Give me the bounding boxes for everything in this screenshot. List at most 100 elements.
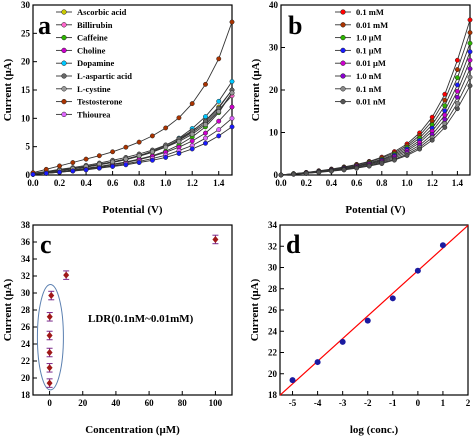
- panel-letter: c: [40, 230, 52, 259]
- legend-label: 0.01 nM: [356, 97, 386, 107]
- data-point: [216, 127, 222, 133]
- data-point: [467, 30, 473, 36]
- x-tick-label: 0.6: [351, 178, 363, 188]
- series-line: [32, 92, 233, 175]
- legend-marker: [61, 73, 67, 79]
- data-point: [123, 156, 129, 162]
- y-tick-label: 38: [21, 220, 31, 230]
- data-point: [212, 235, 219, 243]
- data-point: [57, 163, 62, 169]
- data-point: [163, 154, 169, 160]
- data-point: [229, 124, 235, 130]
- data-point: [110, 149, 116, 155]
- data-point: [46, 364, 53, 372]
- data-point: [229, 115, 235, 121]
- x-tick-label: 1.2: [427, 178, 439, 188]
- legend-label: 0.01 mM: [356, 20, 388, 30]
- data-point: [203, 140, 208, 146]
- y-tick-label: 18: [21, 390, 31, 400]
- data-point: [454, 67, 460, 73]
- data-point: [216, 56, 222, 62]
- panel-letter: b: [288, 11, 302, 40]
- legend-marker: [340, 60, 346, 66]
- y-tick-label: 10: [269, 128, 279, 138]
- series-line: [32, 89, 233, 174]
- data-point: [354, 165, 360, 171]
- legend-label: 0.1 mM: [356, 7, 384, 17]
- legend-label: 1.0 μM: [356, 33, 382, 43]
- data-point: [364, 317, 371, 324]
- y-tick-label: 15: [21, 85, 31, 95]
- x-tick-label: -1: [389, 398, 397, 408]
- data-point: [189, 101, 195, 107]
- x-tick-label: 1.4: [213, 178, 225, 188]
- legend-marker: [340, 22, 346, 28]
- legend-marker: [340, 47, 346, 54]
- x-tick-label: 1.0: [401, 178, 413, 188]
- x-tick-label: 0.4: [80, 178, 92, 188]
- y-tick-label: 30: [21, 0, 31, 10]
- data-point: [203, 122, 208, 128]
- data-point: [83, 156, 89, 162]
- data-point: [123, 162, 129, 168]
- y-tick-label: 40: [269, 0, 279, 10]
- y-tick-label: 32: [21, 271, 31, 281]
- y-tick-label: 24: [268, 326, 278, 336]
- y-tick-label: 5: [26, 142, 31, 152]
- x-tick-label: 0.6: [107, 178, 119, 188]
- data-point: [176, 139, 182, 145]
- data-point: [43, 170, 49, 176]
- series-line: [32, 21, 233, 174]
- data-point: [176, 115, 182, 121]
- x-tick-label: 20: [78, 398, 88, 408]
- data-point: [136, 160, 142, 165]
- ldr-annotation: LDR(0.1nM~0.01mM): [88, 313, 194, 325]
- y-tick-label: 32: [268, 241, 278, 251]
- data-point: [57, 169, 62, 175]
- data-point: [189, 146, 195, 152]
- data-point: [404, 153, 410, 158]
- x-tick-label: 1.4: [452, 178, 464, 188]
- legend-label: 1.0 nM: [356, 71, 382, 81]
- data-point: [46, 313, 53, 321]
- x-tick-label: -4: [314, 398, 322, 408]
- data-point: [110, 164, 116, 169]
- data-point: [291, 171, 297, 177]
- y-axis-label: Current (μA): [249, 278, 261, 341]
- data-point: [328, 168, 334, 174]
- data-point: [389, 295, 396, 302]
- series-line: [32, 92, 233, 175]
- data-point: [203, 130, 208, 136]
- data-point: [229, 90, 235, 96]
- legend-marker: [340, 34, 346, 41]
- data-point: [467, 83, 473, 89]
- y-tick-label: 22: [21, 356, 31, 366]
- data-point: [391, 157, 397, 163]
- data-point: [314, 359, 321, 366]
- panel-c-chart: 0 20 40 60 80 100 18 20 22 24 26 28 30 32 34 36 38 Concen…: [2, 220, 233, 436]
- data-point: [63, 271, 70, 279]
- data-point: [316, 170, 322, 175]
- plot-frame: [32, 224, 233, 396]
- data-point: [229, 79, 235, 84]
- legend-label: L-aspartic acid: [77, 71, 132, 81]
- data-point: [83, 167, 89, 173]
- x-tick-label: 0.2: [54, 178, 66, 188]
- y-tick-label: 34: [268, 220, 278, 230]
- plot-frame: [280, 4, 471, 176]
- y-tick-label: 10: [21, 113, 31, 123]
- y-tick-label: 20: [21, 373, 31, 383]
- data-point: [70, 160, 76, 165]
- y-tick-label: 20: [269, 85, 279, 95]
- legend-label: Choline: [77, 45, 106, 55]
- legend-label: 0.01 μM: [356, 58, 386, 68]
- x-tick-label: 40: [111, 398, 121, 408]
- data-point: [149, 149, 155, 155]
- data-point: [96, 153, 102, 159]
- data-point: [467, 49, 473, 55]
- y-tick-label: 0: [26, 170, 31, 180]
- y-tick-label: 30: [268, 263, 278, 273]
- legend-label: Testosterone: [77, 97, 123, 107]
- x-axis-label: Concentration (μM): [85, 424, 180, 436]
- panel-a-chart: 0.0 0.2 0.4 0.6 0.8 1.0 1.2 1.4 0 5 10 15 20 25 30 Pote…: [2, 0, 235, 216]
